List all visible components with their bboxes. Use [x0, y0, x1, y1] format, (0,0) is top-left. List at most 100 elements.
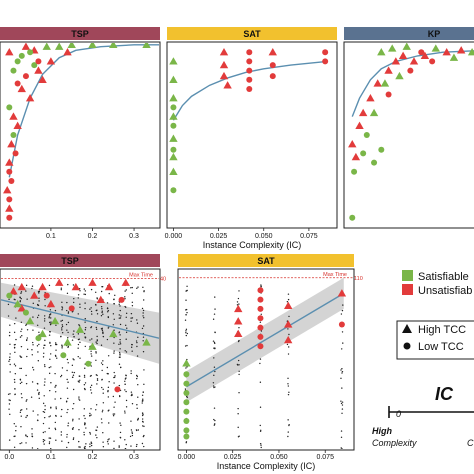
- runtime-dot: [37, 314, 40, 316]
- runtime-dot: [73, 336, 75, 338]
- data-point: [183, 408, 190, 415]
- runtime-dot: [213, 424, 216, 426]
- runtime-dot: [79, 341, 81, 344]
- runtime-dot: [85, 443, 87, 445]
- runtime-dot: [42, 356, 45, 358]
- runtime-dot: [95, 409, 97, 411]
- runtime-dot: [25, 284, 28, 287]
- runtime-dot: [213, 347, 215, 349]
- runtime-dot: [65, 401, 68, 403]
- runtime-dot: [32, 329, 34, 331]
- runtime-dot: [287, 383, 289, 385]
- runtime-dot: [125, 406, 128, 408]
- runtime-dot: [14, 381, 16, 383]
- runtime-dot: [108, 409, 110, 411]
- runtime-dot: [14, 299, 16, 301]
- data-point: [9, 112, 18, 120]
- fit-line: [172, 60, 328, 121]
- runtime-dot: [141, 327, 144, 330]
- runtime-dot: [66, 369, 68, 372]
- runtime-dot: [83, 293, 85, 295]
- data-point: [6, 214, 13, 221]
- runtime-dot: [107, 396, 110, 398]
- runtime-dot: [32, 366, 34, 369]
- runtime-dot: [100, 344, 103, 346]
- data-point: [71, 282, 81, 291]
- runtime-dot: [136, 355, 139, 357]
- runtime-dot: [102, 446, 105, 448]
- runtime-dot: [130, 372, 132, 375]
- runtime-dot: [142, 351, 145, 353]
- runtime-dot: [13, 435, 15, 438]
- runtime-dot: [107, 439, 109, 441]
- runtime-dot: [131, 432, 134, 435]
- plot-area-top-kp: [348, 43, 474, 221]
- runtime-dot: [72, 428, 74, 431]
- runtime-dot: [102, 360, 104, 362]
- runtime-dot: [112, 413, 115, 415]
- tick-label: 0.050: [270, 454, 288, 461]
- runtime-dot: [49, 437, 52, 439]
- data-point: [377, 48, 386, 56]
- runtime-dot: [143, 369, 145, 371]
- runtime-dot: [124, 378, 127, 380]
- runtime-dot: [184, 388, 187, 390]
- runtime-dot: [106, 302, 109, 304]
- runtime-dot: [96, 342, 98, 345]
- tick-label: 0.3: [129, 454, 139, 461]
- runtime-dot: [141, 402, 143, 404]
- runtime-dot: [95, 341, 97, 343]
- runtime-dot: [61, 327, 63, 329]
- runtime-dot: [141, 394, 144, 396]
- runtime-dot: [84, 422, 86, 425]
- runtime-dot: [136, 345, 138, 348]
- data-point: [269, 73, 276, 80]
- runtime-dot: [48, 372, 51, 375]
- data-point: [183, 433, 190, 440]
- runtime-dot: [66, 329, 68, 331]
- tick-label: 0.1: [46, 233, 56, 240]
- runtime-dot: [89, 412, 91, 415]
- runtime-dot: [61, 329, 63, 331]
- runtime-dot: [137, 384, 139, 386]
- runtime-dot: [84, 388, 86, 391]
- runtime-dot: [21, 442, 23, 444]
- runtime-dot: [54, 386, 56, 388]
- data-point: [409, 57, 419, 65]
- data-point: [246, 76, 253, 83]
- runtime-dot: [60, 397, 62, 400]
- runtime-dot: [25, 324, 27, 327]
- runtime-dot: [67, 422, 70, 424]
- runtime-dot: [130, 445, 132, 447]
- runtime-dot: [20, 409, 22, 411]
- runtime-dot: [142, 435, 145, 438]
- runtime-dot: [237, 359, 240, 362]
- runtime-dot: [43, 384, 46, 386]
- runtime-dot: [43, 318, 46, 320]
- runtime-dot: [341, 401, 344, 403]
- data-point: [88, 278, 97, 286]
- fit-line: [1, 299, 159, 339]
- data-point: [14, 80, 21, 87]
- legend-label-satisfiable: Satisfiable: [418, 271, 469, 283]
- runtime-dot: [118, 446, 120, 448]
- data-point: [118, 296, 125, 303]
- runtime-dot: [14, 351, 16, 354]
- data-point: [429, 58, 436, 65]
- data-point: [142, 338, 151, 346]
- runtime-dot: [113, 303, 115, 305]
- runtime-dot: [84, 321, 86, 323]
- data-point: [337, 289, 347, 297]
- fit-line: [8, 44, 159, 178]
- runtime-dot: [20, 297, 22, 300]
- runtime-dot: [8, 298, 10, 301]
- runtime-dot: [71, 364, 74, 367]
- runtime-dot: [186, 344, 188, 347]
- runtime-dot: [54, 427, 56, 430]
- data-point: [169, 75, 178, 83]
- runtime-dot: [96, 378, 99, 380]
- data-point: [391, 57, 401, 65]
- data-point: [75, 325, 85, 333]
- runtime-dot: [20, 367, 23, 370]
